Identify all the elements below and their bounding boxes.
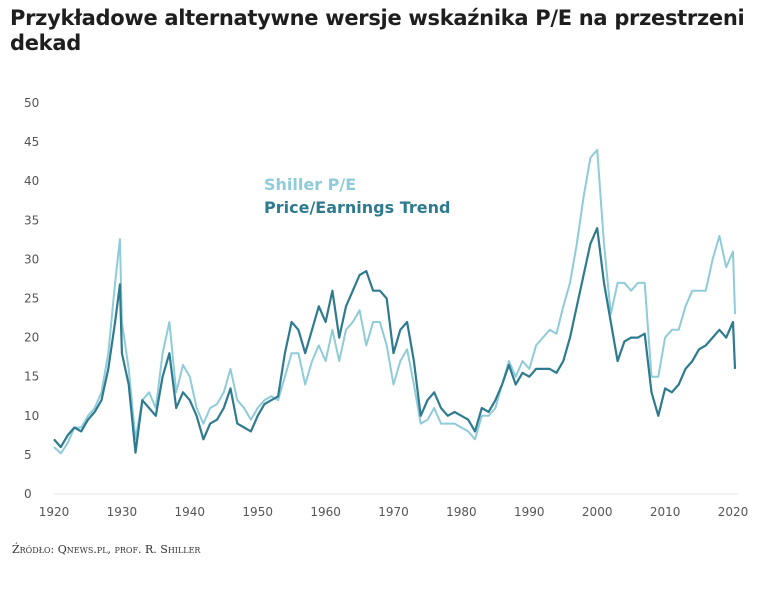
x-tick-label: 1920 — [39, 505, 70, 519]
y-tick-label: 35 — [24, 213, 39, 227]
y-tick-label: 50 — [24, 96, 39, 110]
x-tick-label: 2020 — [718, 505, 749, 519]
y-tick-label: 0 — [24, 487, 32, 501]
y-tick-label: 10 — [24, 409, 39, 423]
y-tick-label: 5 — [24, 448, 32, 462]
series-line-pe-trend — [53, 227, 737, 454]
y-tick-label: 45 — [24, 135, 39, 149]
x-tick-label: 1960 — [310, 505, 341, 519]
source-note: Źródło: Qnews.pl, prof. R. Shiller — [12, 543, 201, 556]
legend-label: Price/Earnings Trend — [264, 198, 450, 217]
y-tick-label: 20 — [24, 331, 39, 345]
x-tick-label: 2000 — [582, 505, 613, 519]
y-tick-label: 15 — [24, 370, 39, 384]
series-line-shiller-pe — [53, 148, 736, 455]
y-tick-label: 30 — [24, 252, 39, 266]
y-tick-label: 25 — [24, 292, 39, 306]
legend-label: Shiller P/E — [264, 175, 356, 194]
x-tick-label: 1940 — [175, 505, 206, 519]
chart-title: Przykładowe alternatywne wersje wskaźnik… — [10, 6, 745, 55]
x-tick-label: 1970 — [378, 505, 409, 519]
x-tick-label: 2010 — [650, 505, 681, 519]
x-tick-label: 1930 — [107, 505, 138, 519]
y-tick-label: 40 — [24, 174, 39, 188]
x-tick-label: 1990 — [514, 505, 545, 519]
x-tick-label: 1980 — [446, 505, 477, 519]
x-tick-label: 1950 — [242, 505, 273, 519]
